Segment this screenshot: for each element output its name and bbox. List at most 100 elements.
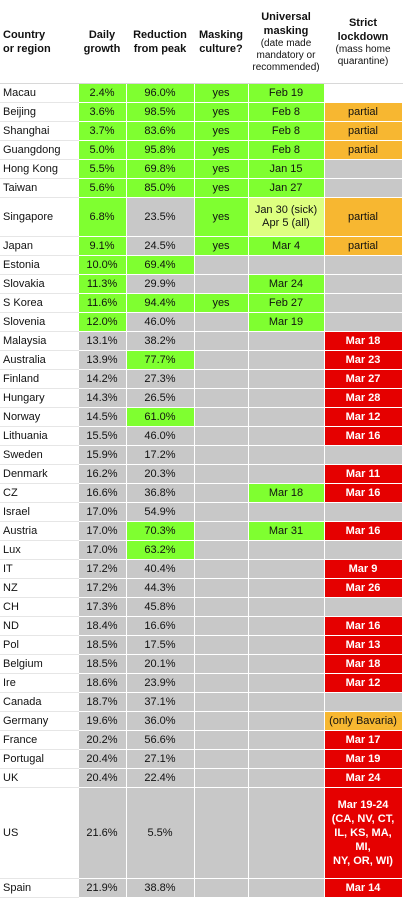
table-row: Singapore 6.8% 23.5% yes Jan 30 (sick) Apr 5 … (0, 197, 403, 237)
country-cell: CZ (0, 483, 79, 503)
universal-masking-cell: Feb 19 (248, 83, 325, 103)
strict-lockdown-cell: Mar 18 (324, 654, 403, 674)
daily-growth-cell: 20.4% (78, 768, 127, 788)
universal-masking-cell: Mar 18 (248, 483, 325, 503)
table-row: Malaysia 13.1% 38.2% Mar 18 (0, 331, 403, 351)
masking-culture-cell (194, 388, 249, 408)
daily-growth-cell: 17.2% (78, 559, 127, 579)
universal-masking-cell (248, 369, 325, 389)
daily-growth-cell: 14.5% (78, 407, 127, 427)
daily-growth-cell: 10.0% (78, 255, 127, 275)
daily-growth-cell: 14.3% (78, 388, 127, 408)
masking-culture-cell (194, 787, 249, 879)
universal-masking-cell (248, 445, 325, 465)
reduction-cell: 5.5% (126, 787, 195, 879)
reduction-cell: 20.1% (126, 654, 195, 674)
strict-lockdown-cell (324, 312, 403, 332)
country-cell: Canada (0, 692, 79, 712)
masking-culture-cell (194, 502, 249, 522)
masking-culture-cell (194, 559, 249, 579)
table-row: Estonia 10.0% 69.4% (0, 255, 403, 275)
strict-lockdown-cell: Mar 16 (324, 426, 403, 446)
reduction-cell: 94.4% (126, 293, 195, 313)
strict-lockdown-cell: Mar 18 (324, 331, 403, 351)
masking-culture-cell: yes (194, 102, 249, 122)
universal-masking-cell (248, 388, 325, 408)
country-cell: Hungary (0, 388, 79, 408)
table-row: France 20.2% 56.6% Mar 17 (0, 730, 403, 750)
strict-lockdown-cell (324, 159, 403, 179)
table-row: CH 17.3% 45.8% (0, 597, 403, 617)
table-row: IT 17.2% 40.4% Mar 9 (0, 559, 403, 579)
strict-lockdown-cell: Mar 16 (324, 616, 403, 636)
masking-culture-cell (194, 407, 249, 427)
country-cell: US (0, 787, 79, 879)
country-cell: Malaysia (0, 331, 79, 351)
table-row: Israel 17.0% 54.9% (0, 502, 403, 522)
strict-lockdown-cell (324, 597, 403, 617)
universal-masking-cell (248, 407, 325, 427)
table-row: Japan 9.1% 24.5% yes Mar 4 partial (0, 236, 403, 256)
strict-lockdown-cell: Mar 23 (324, 350, 403, 370)
universal-masking-cell (248, 616, 325, 636)
reduction-cell: 26.5% (126, 388, 195, 408)
strict-lockdown-cell: partial (324, 140, 403, 160)
country-cell: Germany (0, 711, 79, 731)
country-cell: S Korea (0, 293, 79, 313)
reduction-cell: 37.1% (126, 692, 195, 712)
daily-growth-cell: 16.6% (78, 483, 127, 503)
masking-culture-cell: yes (194, 140, 249, 160)
table-row: Germany 19.6% 36.0% (only Bavaria) (0, 711, 403, 731)
country-cell: Lithuania (0, 426, 79, 446)
masking-culture-cell (194, 426, 249, 446)
daily-growth-cell: 17.0% (78, 540, 127, 560)
table-body: Macau 2.4% 96.0% yes Feb 19 Beijing 3.6% 98.5% y… (0, 83, 403, 898)
table-row: Shanghai 3.7% 83.6% yes Feb 8 partial (0, 121, 403, 141)
reduction-cell: 24.5% (126, 236, 195, 256)
masking-culture-cell (194, 312, 249, 332)
table-row: NZ 17.2% 44.3% Mar 26 (0, 578, 403, 598)
universal-masking-cell (248, 464, 325, 484)
masking-culture-cell (194, 255, 249, 275)
masking-culture-cell (194, 483, 249, 503)
strict-lockdown-cell: Mar 24 (324, 768, 403, 788)
daily-growth-cell: 20.4% (78, 749, 127, 769)
country-cell: Japan (0, 236, 79, 256)
universal-masking-cell (248, 768, 325, 788)
header-row: Country or region Daily growth Reduction… (0, 0, 402, 84)
country-cell: UK (0, 768, 79, 788)
masking-culture-cell (194, 692, 249, 712)
strict-lockdown-cell: Mar 16 (324, 483, 403, 503)
table-row: Slovenia 12.0% 46.0% Mar 19 (0, 312, 403, 332)
universal-masking-cell: Feb 8 (248, 121, 325, 141)
masking-culture-cell: yes (194, 83, 249, 103)
reduction-cell: 54.9% (126, 502, 195, 522)
reduction-cell: 16.6% (126, 616, 195, 636)
strict-lockdown-cell (324, 83, 403, 103)
universal-masking-cell (248, 711, 325, 731)
header-reduction: Reduction from peak (126, 0, 194, 84)
strict-lockdown-cell (324, 692, 403, 712)
strict-lockdown-cell: Mar 9 (324, 559, 403, 579)
universal-masking-cell (248, 559, 325, 579)
masking-culture-cell: yes (194, 121, 249, 141)
strict-lockdown-cell (324, 255, 403, 275)
strict-lockdown-cell: Mar 14 (324, 878, 403, 898)
reduction-cell: 17.5% (126, 635, 195, 655)
masking-culture-cell (194, 350, 249, 370)
strict-lockdown-cell: Mar 11 (324, 464, 403, 484)
header-daily-growth: Daily growth (78, 0, 126, 84)
strict-lockdown-cell (324, 274, 403, 294)
reduction-cell: 85.0% (126, 178, 195, 198)
reduction-cell: 45.8% (126, 597, 195, 617)
universal-masking-cell (248, 578, 325, 598)
country-cell: Macau (0, 83, 79, 103)
table-row: Austria 17.0% 70.3% Mar 31 Mar 16 (0, 521, 403, 541)
table-row: Pol 18.5% 17.5% Mar 13 (0, 635, 403, 655)
strict-lockdown-cell (324, 540, 403, 560)
country-cell: Guangdong (0, 140, 79, 160)
universal-masking-cell: Mar 31 (248, 521, 325, 541)
country-cell: Singapore (0, 197, 79, 237)
country-cell: NZ (0, 578, 79, 598)
